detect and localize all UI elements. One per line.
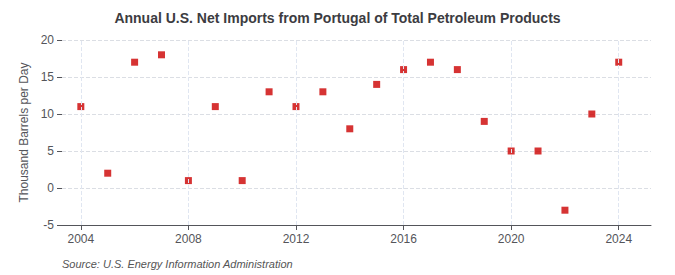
svg-text:10: 10 (41, 107, 55, 121)
svg-text:2004: 2004 (67, 232, 94, 246)
svg-text:2008: 2008 (175, 232, 202, 246)
svg-text:2016: 2016 (390, 232, 417, 246)
svg-text:2012: 2012 (283, 232, 310, 246)
svg-text:15: 15 (41, 70, 55, 84)
svg-text:Thousand Barrels per Day: Thousand Barrels per Day (17, 62, 31, 202)
svg-text:2024: 2024 (605, 232, 632, 246)
svg-text:5: 5 (47, 144, 54, 158)
svg-text:-5: -5 (43, 218, 54, 232)
svg-text:20: 20 (41, 33, 55, 47)
svg-text:2020: 2020 (498, 232, 525, 246)
svg-text:Annual U.S. Net Imports from P: Annual U.S. Net Imports from Portugal of… (114, 10, 560, 26)
svg-text:0: 0 (47, 181, 54, 195)
svg-text:Source: U.S. Energy Informatio: Source: U.S. Energy Information Administ… (62, 258, 293, 270)
